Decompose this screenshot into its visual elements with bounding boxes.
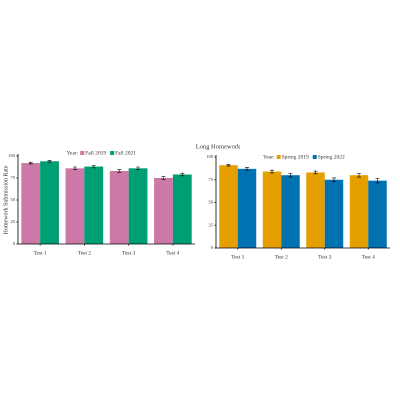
legend-swatch: [110, 151, 115, 155]
error-bar: [28, 161, 33, 165]
x-tick-label: Test 3: [122, 250, 135, 256]
bar: [84, 166, 104, 244]
y-tick-label: 50: [209, 200, 214, 205]
bar: [154, 178, 173, 244]
error-bar: [375, 178, 380, 184]
legend-label: Spring 2022: [318, 154, 345, 160]
y-axis-label: Homework Submission Rate: [3, 165, 9, 234]
bar: [324, 179, 344, 248]
bar: [237, 168, 257, 248]
legend-label: Spring 2019: [282, 154, 309, 160]
chart-title: Long Homework: [196, 143, 241, 150]
error-bar: [91, 164, 96, 169]
error-bar: [226, 163, 231, 167]
bar: [109, 170, 129, 244]
bar: [172, 174, 192, 244]
legend-label: Fall 2019: [85, 150, 106, 156]
bar: [65, 168, 85, 244]
error-bar: [117, 169, 122, 173]
error-bar: [136, 166, 141, 170]
y-tick-label: 25: [11, 219, 16, 224]
legend-title: Year:: [263, 154, 275, 160]
legend-label: Fall 2021: [115, 150, 136, 156]
error-bar: [244, 167, 249, 171]
x-tick-label: Test 3: [318, 254, 331, 260]
legend-swatch: [276, 155, 281, 159]
x-tick-label: Test 4: [362, 254, 375, 260]
x-tick-label: Test 2: [275, 254, 288, 260]
bar: [21, 163, 41, 244]
legend-swatch: [312, 155, 317, 159]
x-tick-label: Test 4: [166, 250, 179, 256]
x-tick-label: Test 2: [78, 250, 91, 256]
x-tick-label: Test 1: [34, 250, 47, 256]
y-tick-label: 50: [11, 197, 16, 202]
y-tick-label: 0: [211, 245, 214, 250]
legend-title: Year:: [67, 150, 79, 156]
x-tick-label: Test 1: [231, 254, 244, 260]
bar: [349, 175, 369, 248]
bar: [281, 175, 300, 248]
bar: [262, 171, 282, 248]
bar: [128, 168, 148, 244]
error-bar: [331, 177, 336, 182]
y-tick-label: 25: [209, 222, 214, 227]
error-bar: [288, 173, 293, 178]
y-tick-label: 100: [8, 153, 16, 158]
y-tick-label: 75: [11, 175, 16, 180]
bar: [219, 165, 238, 248]
bar: [40, 161, 59, 244]
y-tick-label: 75: [209, 177, 214, 182]
error-bar: [313, 170, 318, 175]
bar: [306, 172, 325, 248]
error-bar: [270, 169, 275, 174]
error-bar: [72, 166, 77, 170]
error-bar: [357, 173, 362, 178]
y-tick-label: 0: [13, 241, 16, 246]
y-tick-label: 100: [206, 154, 214, 159]
error-bar: [161, 176, 166, 180]
bar: [368, 180, 387, 248]
error-bar: [180, 172, 185, 177]
legend-swatch: [80, 151, 85, 155]
error-bar: [47, 160, 52, 163]
